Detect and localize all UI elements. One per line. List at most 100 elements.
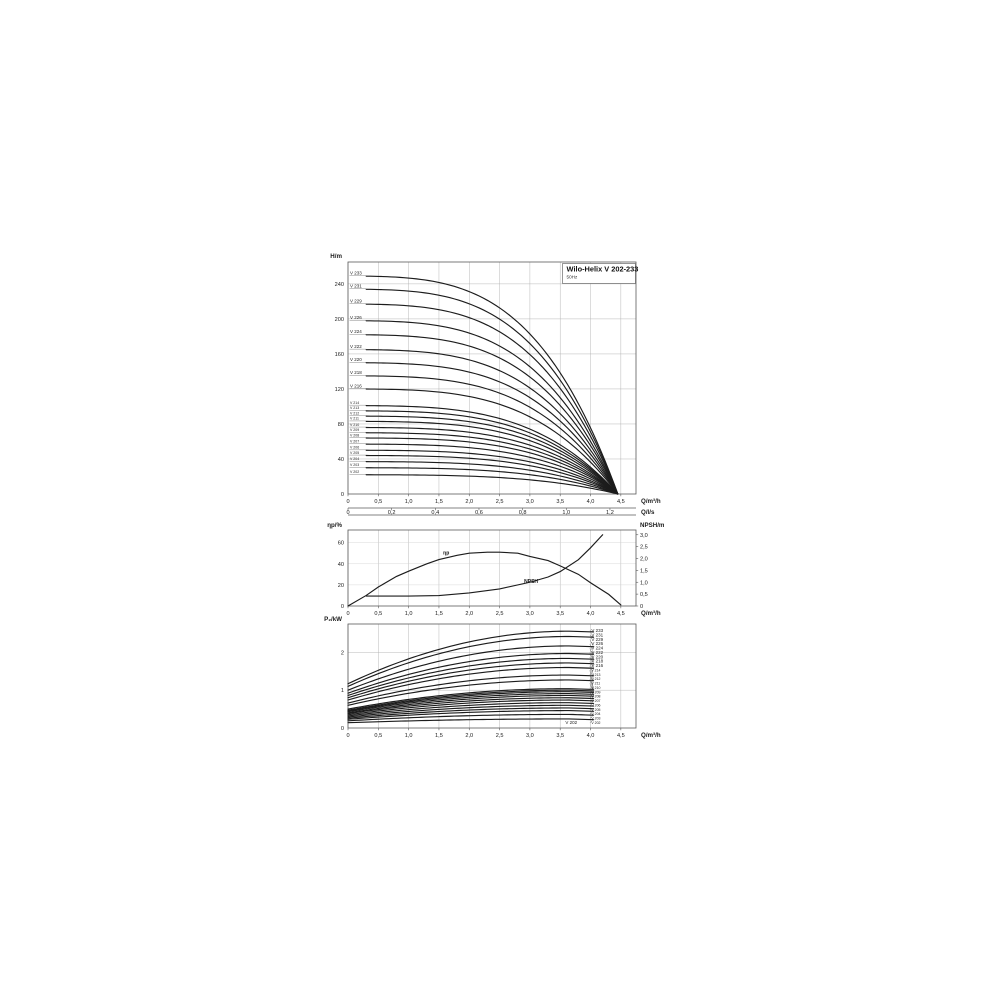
npsh-curve [365, 534, 604, 597]
svg-text:0: 0 [341, 726, 344, 732]
power-curve-v-204 [347, 710, 595, 720]
head-curve-v-207 [365, 443, 619, 495]
svg-text:3,0: 3,0 [526, 611, 534, 617]
svg-text:1,5: 1,5 [435, 733, 443, 739]
svg-text:H/m: H/m [330, 253, 342, 260]
svg-text:V 212: V 212 [591, 677, 600, 681]
svg-text:V 220: V 220 [350, 357, 362, 362]
head-curve-v-214 [365, 405, 619, 495]
svg-text:V 202: V 202 [591, 721, 600, 725]
svg-text:Q/m³/h: Q/m³/h [641, 610, 661, 617]
power-curve-v-233 [347, 630, 595, 685]
svg-text:V 202: V 202 [350, 470, 359, 474]
head-curve-v-233 [365, 275, 619, 495]
head-curve-labels: V 233 V 231 V 229 V 226 V 224 V 222 V 220 V 218… [349, 270, 367, 475]
svg-text:2,5: 2,5 [640, 545, 648, 551]
head-curve-v-210 [365, 426, 619, 495]
svg-text:2,0: 2,0 [465, 611, 473, 617]
head-curve-v-213 [365, 410, 619, 495]
power-curve-v-224 [347, 657, 595, 697]
svg-text:V 229: V 229 [591, 637, 603, 642]
svg-text:2,5: 2,5 [496, 611, 504, 617]
head-curve-v-220 [365, 362, 619, 495]
svg-text:3,0: 3,0 [640, 533, 648, 539]
svg-text:0: 0 [341, 492, 344, 498]
svg-text:V 209: V 209 [350, 428, 359, 432]
svg-text:0: 0 [341, 604, 344, 610]
efficiency-npsh-panel: 0 0,5 1,0 1,5 2,0 2,5 3,0 3,5 4,0 4,5 0 20 40 60 0 0,5 1… [327, 522, 665, 617]
svg-text:V 229: V 229 [350, 298, 362, 303]
svg-text:50Hz: 50Hz [567, 275, 578, 280]
svg-text:NPSH/m: NPSH/m [640, 522, 665, 529]
svg-text:V 208: V 208 [591, 695, 600, 699]
svg-text:1: 1 [341, 688, 344, 694]
power-curve-v-222 [347, 662, 595, 699]
svg-text:1,2: 1,2 [606, 510, 614, 516]
svg-text:V 231: V 231 [591, 632, 603, 637]
head-curve-panel: 0 0,5 1,0 1,5 2,0 2,5 3,0 3,5 4,0 4,5 0 40 80 120 160 2… [330, 253, 661, 516]
svg-text:3,0: 3,0 [526, 499, 534, 505]
svg-text:ηp/%: ηp/% [327, 522, 342, 529]
svg-text:2,0: 2,0 [640, 557, 648, 563]
svg-text:ηp: ηp [443, 550, 449, 556]
svg-text:0,6: 0,6 [475, 510, 483, 516]
svg-text:V 210: V 210 [350, 423, 359, 427]
svg-text:V 216: V 216 [350, 383, 362, 388]
svg-text:V 222: V 222 [591, 650, 603, 655]
svg-text:0: 0 [346, 733, 349, 739]
head-curve-v-203 [365, 467, 619, 495]
svg-text:3,0: 3,0 [526, 733, 534, 739]
svg-text:3,5: 3,5 [556, 499, 564, 505]
svg-text:200: 200 [335, 317, 344, 323]
svg-text:1,5: 1,5 [435, 611, 443, 617]
svg-text:V 218: V 218 [591, 659, 603, 664]
power-curve-panel: 0 0,5 1,0 1,5 2,0 2,5 3,0 3,5 4,0 4,5 0 1 2 P₂/kW Q/m³… [324, 616, 661, 739]
svg-text:2,0: 2,0 [465, 733, 473, 739]
svg-text:V 202: V 202 [565, 720, 577, 725]
svg-text:120: 120 [335, 387, 344, 393]
svg-text:V 205: V 205 [350, 451, 359, 455]
power-curve-v-220 [347, 666, 595, 701]
svg-text:0,5: 0,5 [640, 592, 648, 598]
svg-text:0,5: 0,5 [374, 611, 382, 617]
svg-text:2,5: 2,5 [496, 733, 504, 739]
svg-text:1,0: 1,0 [640, 580, 648, 586]
head-curve-v-231 [365, 288, 619, 495]
svg-text:V 206: V 206 [350, 446, 359, 450]
svg-text:V 224: V 224 [350, 329, 362, 334]
power-curve-v-212 [347, 691, 595, 712]
power-curve-v-231 [347, 635, 595, 687]
svg-text:V 206: V 206 [591, 703, 600, 707]
svg-text:0,8: 0,8 [519, 510, 527, 516]
svg-text:V 207: V 207 [591, 699, 600, 703]
svg-text:V 214: V 214 [350, 401, 359, 405]
svg-text:V 207: V 207 [350, 439, 359, 443]
power-curve-v-205 [347, 707, 595, 719]
head-curve-v-209 [365, 432, 619, 495]
svg-text:40: 40 [338, 562, 344, 568]
svg-text:V 218: V 218 [350, 370, 362, 375]
svg-text:V 226: V 226 [591, 641, 603, 646]
svg-text:V 222: V 222 [350, 344, 362, 349]
svg-text:4,5: 4,5 [617, 499, 625, 505]
svg-text:V 216: V 216 [591, 663, 603, 668]
svg-text:V 208: V 208 [350, 433, 359, 437]
power-curve-v-229 [347, 645, 595, 691]
power-curve-v-209 [347, 697, 595, 715]
svg-text:V 212: V 212 [350, 411, 359, 415]
performance-curves-svg: 0 0,5 1,0 1,5 2,0 2,5 3,0 3,5 4,0 4,5040801201602… [324, 253, 665, 739]
svg-text:1,0: 1,0 [405, 499, 413, 505]
svg-text:1,5: 1,5 [640, 568, 648, 574]
svg-text:V 205: V 205 [591, 708, 600, 712]
svg-text:4,0: 4,0 [587, 733, 595, 739]
power-curve-v-211 [347, 693, 595, 713]
svg-text:V 204: V 204 [350, 457, 359, 461]
svg-text:1,5: 1,5 [435, 499, 443, 505]
svg-text:2,0: 2,0 [465, 499, 473, 505]
power-curve-v-208 [347, 699, 595, 716]
svg-text:4,5: 4,5 [617, 611, 625, 617]
svg-text:60: 60 [338, 541, 344, 547]
svg-text:160: 160 [335, 352, 344, 358]
svg-text:Q/m³/h: Q/m³/h [641, 498, 661, 505]
